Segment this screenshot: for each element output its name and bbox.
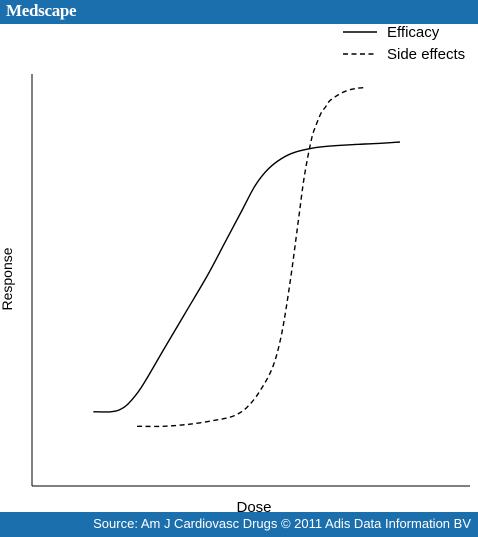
axes <box>31 74 470 487</box>
y-axis-label: Response <box>0 247 15 310</box>
x-axis-label: Dose <box>236 499 271 512</box>
source-citation: Source: Am J Cardiovasc Drugs © 2011 Adi… <box>93 516 471 531</box>
brand-logo: Medscape <box>6 1 77 20</box>
legend-label: Side effects <box>387 46 465 63</box>
series-layer <box>93 86 400 428</box>
series-line-efficacy <box>93 141 400 413</box>
series-line-side-effects <box>137 86 365 428</box>
legend-label: Efficacy <box>387 24 440 41</box>
legend: Efficacy Side effects <box>343 24 465 63</box>
dose-response-chart: Efficacy Side effects Dose Response <box>0 24 470 512</box>
banner-header: Medscape <box>0 0 478 24</box>
banner-footer: Source: Am J Cardiovasc Drugs © 2011 Adi… <box>0 512 478 537</box>
